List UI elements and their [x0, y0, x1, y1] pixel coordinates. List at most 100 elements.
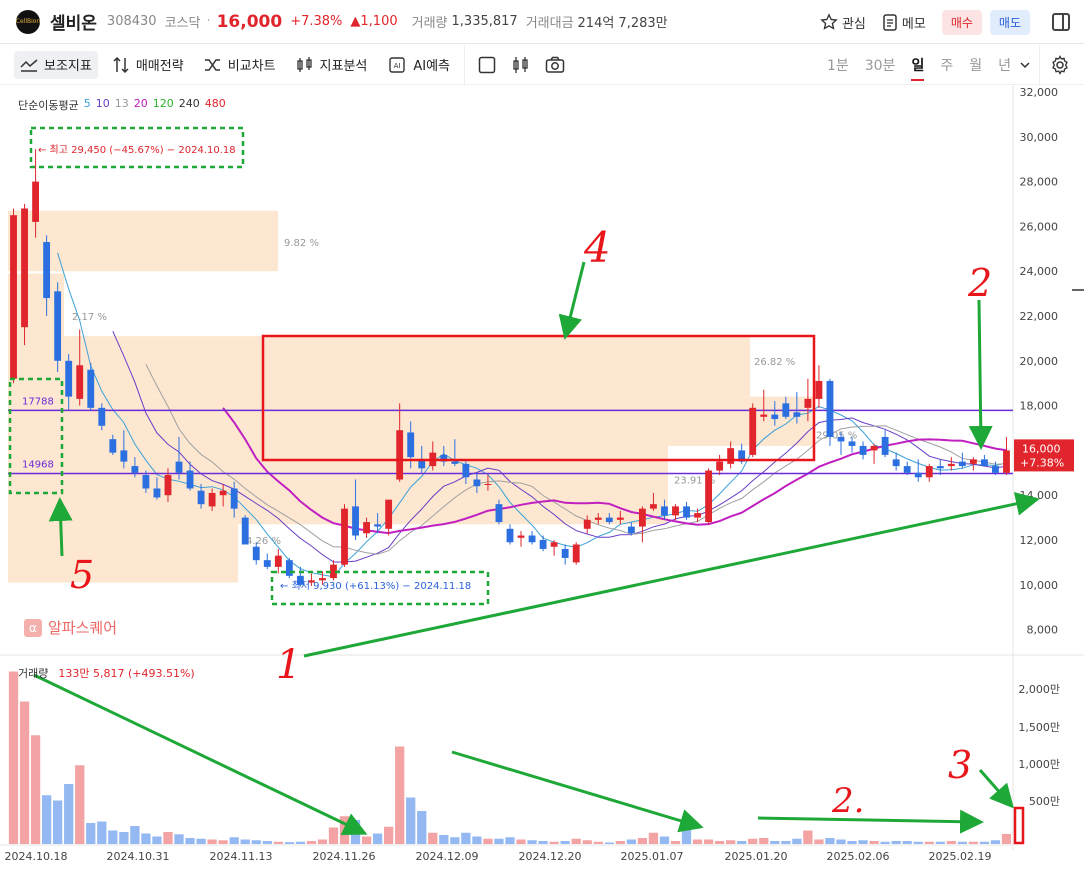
candle-body	[252, 546, 260, 561]
sell-button[interactable]: 매도	[989, 9, 1030, 35]
candle	[760, 389, 768, 422]
memo-button[interactable]: 메모	[882, 13, 926, 32]
last-change-label: +7.38%	[1020, 456, 1064, 469]
volume-bar	[450, 837, 460, 844]
candle-body	[627, 526, 635, 534]
candle-body	[782, 403, 790, 417]
period-selector: 1분 30분 일 주 월 년	[827, 45, 1084, 85]
last-price-label: 16,000	[1022, 442, 1061, 455]
ma-legend-title: 단순이동평균	[18, 99, 79, 112]
indicators-button[interactable]: 보조지표	[14, 50, 98, 79]
analysis-button[interactable]: 지표분석	[290, 51, 374, 79]
ma-20: 20	[133, 97, 148, 110]
company-logo: CellBion	[16, 9, 40, 34]
volume-bar	[428, 832, 438, 844]
candle	[109, 434, 117, 455]
period-day[interactable]: 일	[911, 55, 925, 81]
volume-bar	[218, 840, 228, 844]
candle	[958, 452, 966, 469]
candle-body	[440, 454, 448, 462]
gear-icon[interactable]	[1050, 55, 1070, 75]
candle-body	[175, 461, 183, 473]
candle-body	[936, 466, 944, 469]
ma-5: 5	[83, 97, 91, 110]
header-actions: 관심 메모 매수 매도	[820, 0, 1084, 44]
period-week[interactable]: 주	[940, 58, 954, 74]
candle	[87, 363, 95, 411]
candle	[54, 282, 62, 372]
chart-type-button[interactable]	[511, 55, 531, 75]
candle-body	[771, 414, 779, 420]
candle	[186, 461, 194, 491]
zone-percent-label: 29.05 %	[816, 431, 857, 442]
screenshot-button[interactable]	[545, 55, 565, 75]
stock-code: 308430	[106, 14, 157, 29]
annotation-arrow	[968, 299, 993, 450]
volume-bar	[770, 841, 780, 844]
candle-body	[43, 242, 51, 299]
handwritten-label: 5	[70, 553, 94, 597]
date-tick-label: 2025.02.06	[827, 850, 890, 863]
draw-box-button[interactable]	[477, 55, 497, 75]
candle-body	[539, 540, 547, 549]
volume-bar	[615, 841, 625, 844]
period-30min[interactable]: 30분	[864, 58, 896, 74]
star-icon	[820, 13, 838, 30]
candle	[859, 441, 867, 460]
period-1min[interactable]: 1분	[826, 58, 849, 74]
volume-label: 거래량	[411, 16, 448, 31]
volume-bar	[229, 837, 239, 844]
change-percent: +7.38%	[290, 14, 343, 29]
zone-percent-label: 26.82 %	[754, 357, 795, 368]
candle-body	[705, 470, 713, 523]
candle-body	[65, 360, 73, 397]
chevron-down-icon[interactable]	[1019, 59, 1031, 71]
candle	[43, 235, 51, 316]
volume-bar	[284, 842, 294, 844]
zone-percent-label: 9.82 %	[284, 238, 319, 249]
side-panel-icon[interactable]	[1052, 13, 1070, 31]
period-month[interactable]: 월	[969, 58, 983, 74]
volume-legend: 거래량 133만 5,817 (+493.51%)	[18, 665, 195, 681]
retracement-zone	[64, 336, 750, 397]
price-tick-label: 20,000	[1020, 355, 1059, 368]
candle-body	[274, 555, 282, 567]
buy-button[interactable]: 매수	[941, 9, 982, 35]
candle-body	[528, 535, 536, 543]
candle-body	[969, 459, 977, 464]
price-tick-label: 14,000	[1020, 489, 1059, 502]
strategy-button[interactable]: 매매전략	[106, 51, 190, 79]
candle	[285, 557, 293, 579]
candle	[142, 470, 150, 493]
candle-body	[749, 407, 757, 455]
candle-body	[550, 542, 558, 547]
ai-forecast-button[interactable]: AI AI예측	[381, 51, 456, 79]
candle	[219, 484, 227, 507]
volume-bar	[549, 841, 559, 844]
candle	[274, 548, 282, 574]
candle-body	[605, 517, 613, 523]
candle	[837, 432, 845, 455]
volume-bar	[659, 836, 670, 844]
compare-button[interactable]: 비교차트	[198, 51, 282, 79]
date-tick-label: 2025.02.19	[929, 850, 992, 863]
volume-tick-label: 500만	[1029, 795, 1060, 808]
ma-240: 240	[178, 97, 200, 110]
period-year[interactable]: 년	[998, 58, 1011, 74]
candle	[638, 506, 646, 543]
candle-body	[947, 463, 955, 467]
volume-bar	[174, 834, 184, 844]
resistance-box	[261, 334, 816, 462]
date-tick-label: 2024.10.18	[5, 850, 68, 863]
candle-body	[285, 560, 293, 576]
ma-10: 10	[95, 97, 110, 110]
candle	[352, 479, 359, 540]
price-chart[interactable]: 32,00030,00028,00026,00024,00022,00020,0…	[0, 86, 1084, 883]
candle	[771, 401, 779, 426]
volume-bar	[703, 839, 714, 844]
indicator-icon	[20, 58, 38, 72]
watch-button[interactable]: 관심	[820, 13, 866, 32]
candle	[374, 513, 382, 534]
candle-body	[870, 445, 878, 451]
candle-body	[263, 560, 271, 567]
